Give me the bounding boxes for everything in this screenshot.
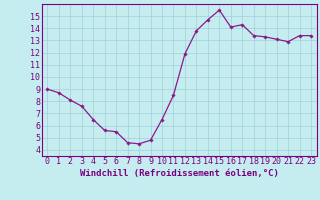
X-axis label: Windchill (Refroidissement éolien,°C): Windchill (Refroidissement éolien,°C)	[80, 169, 279, 178]
